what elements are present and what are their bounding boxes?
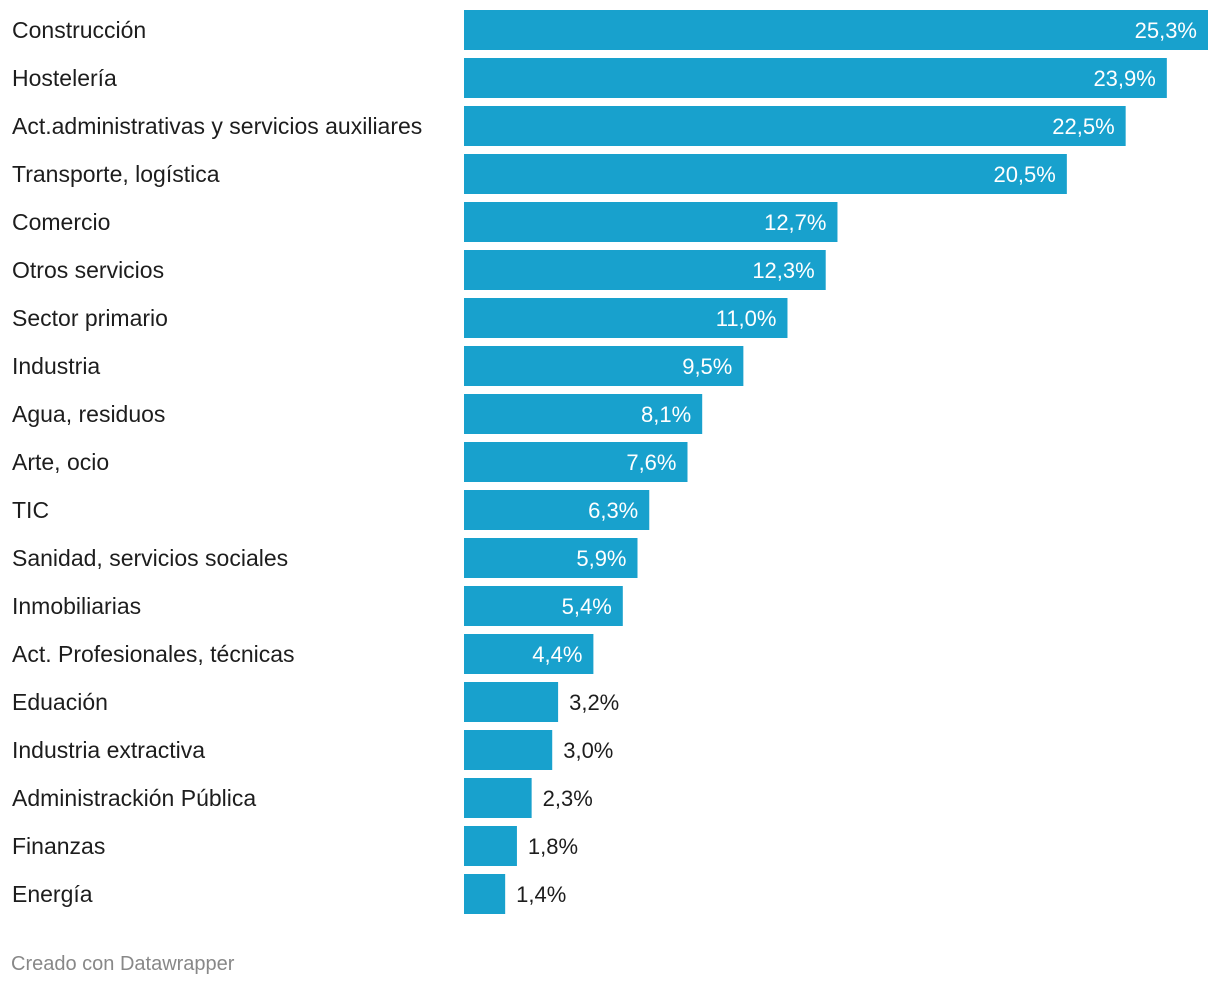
bar <box>464 682 559 722</box>
category-label: TIC <box>12 497 49 523</box>
category-label: Administrackión Pública <box>12 785 256 811</box>
value-label: 3,2% <box>569 690 619 715</box>
category-label: Sector primario <box>12 305 168 331</box>
bar <box>464 778 532 818</box>
bar <box>464 106 1126 146</box>
value-label: 25,3% <box>1135 18 1197 43</box>
category-label: Comercio <box>12 209 110 235</box>
bar <box>464 490 650 530</box>
value-label: 5,9% <box>576 546 626 571</box>
value-label: 1,4% <box>516 882 566 907</box>
category-label: Arte, ocio <box>12 449 109 475</box>
value-label: 23,9% <box>1093 66 1155 91</box>
category-label: Inmobiliarias <box>12 593 141 619</box>
value-label: 3,0% <box>563 738 613 763</box>
category-label: Sanidad, servicios sociales <box>12 545 288 571</box>
bar <box>464 730 553 770</box>
bars <box>464 10 1208 914</box>
value-label: 8,1% <box>641 402 691 427</box>
value-label: 12,3% <box>752 258 814 283</box>
category-label: Hostelería <box>12 65 117 91</box>
category-label: Otros servicios <box>12 257 164 283</box>
bar <box>464 346 744 386</box>
bar <box>464 874 506 914</box>
bar-chart: Construcción Hostelería Act.administrativa… <box>12 10 1208 914</box>
category-label: Finanzas <box>12 833 105 859</box>
bar <box>464 58 1167 98</box>
value-label: 7,6% <box>626 450 676 475</box>
bar <box>464 442 688 482</box>
value-label: 11,0% <box>716 306 777 331</box>
value-label: 20,5% <box>993 162 1055 187</box>
bar <box>464 634 594 674</box>
category-labels: Construcción Hostelería Act.administrativa… <box>12 17 422 907</box>
category-label: Industria extractiva <box>12 737 205 763</box>
bar <box>464 202 838 242</box>
value-label: 5,4% <box>562 594 612 619</box>
category-label: Transporte, logística <box>12 161 220 187</box>
bar <box>464 826 517 866</box>
bar <box>464 250 826 290</box>
bar <box>464 586 623 626</box>
category-label: Eduación <box>12 689 108 715</box>
category-label: Construcción <box>12 17 146 43</box>
category-label: Act. Profesionales, técnicas <box>12 641 295 667</box>
value-label: 4,4% <box>532 642 582 667</box>
datawrapper-credit: Creado con Datawrapper <box>11 953 235 975</box>
value-label: 22,5% <box>1052 114 1114 139</box>
bar <box>464 154 1067 194</box>
value-label: 2,3% <box>543 786 593 811</box>
bar <box>464 394 703 434</box>
value-label: 12,7% <box>764 210 826 235</box>
bar <box>464 538 638 578</box>
bar <box>464 10 1208 50</box>
bar <box>464 298 788 338</box>
value-labels: 25,3% 23,9% 22,5% 20,5% 12,7% 12,3% 11,0% 9,5% 8… <box>516 18 1197 907</box>
category-label: Energía <box>12 881 93 907</box>
value-label: 9,5% <box>682 354 732 379</box>
category-label: Agua, residuos <box>12 401 165 427</box>
category-label: Industria <box>12 353 100 379</box>
value-label: 6,3% <box>588 498 638 523</box>
value-label: 1,8% <box>528 834 578 859</box>
category-label: Act.administrativas y servicios auxiliar… <box>12 113 422 139</box>
